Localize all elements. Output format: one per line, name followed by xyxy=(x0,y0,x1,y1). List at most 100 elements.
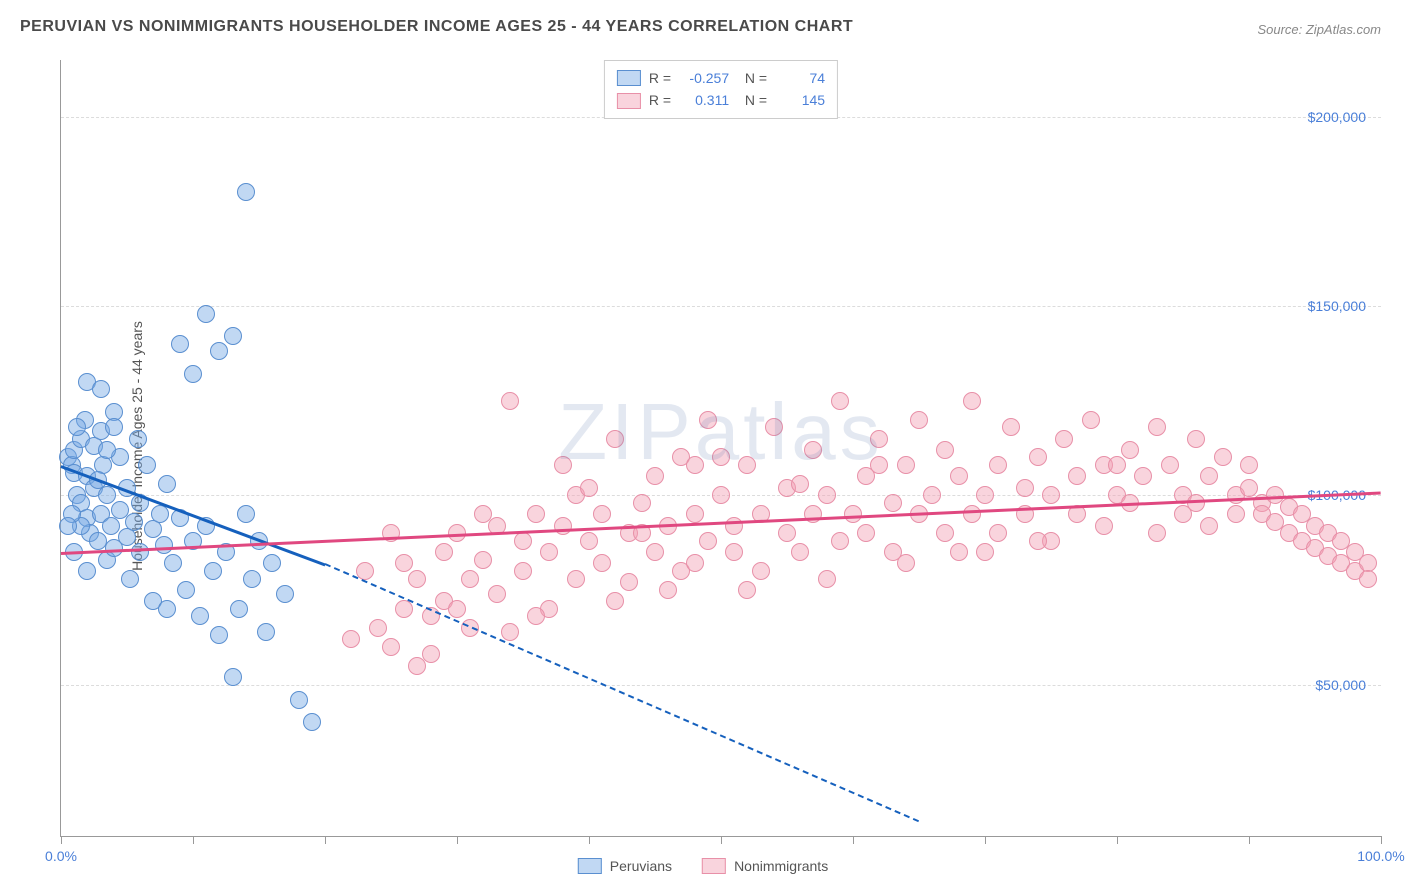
data-point-peruvians xyxy=(158,475,176,493)
data-point-nonimmigrants xyxy=(474,505,492,523)
y-tick-label: $200,000 xyxy=(1308,109,1366,125)
data-point-nonimmigrants xyxy=(712,486,730,504)
data-point-nonimmigrants xyxy=(382,638,400,656)
data-point-nonimmigrants xyxy=(870,430,888,448)
data-point-peruvians xyxy=(243,570,261,588)
data-point-nonimmigrants xyxy=(976,543,994,561)
data-point-nonimmigrants xyxy=(857,524,875,542)
swatch-nonimmigrants xyxy=(617,93,641,109)
data-point-nonimmigrants xyxy=(712,448,730,466)
data-point-nonimmigrants xyxy=(422,645,440,663)
swatch-nonimmigrants xyxy=(702,858,726,874)
data-point-nonimmigrants xyxy=(804,505,822,523)
data-point-peruvians xyxy=(151,505,169,523)
data-point-peruvians xyxy=(164,554,182,572)
data-point-nonimmigrants xyxy=(752,562,770,580)
data-point-nonimmigrants xyxy=(910,411,928,429)
data-point-peruvians xyxy=(290,691,308,709)
data-point-peruvians xyxy=(59,517,77,535)
data-point-nonimmigrants xyxy=(844,505,862,523)
data-point-peruvians xyxy=(191,607,209,625)
data-point-nonimmigrants xyxy=(1187,430,1205,448)
legend-label: Peruvians xyxy=(610,858,672,874)
data-point-nonimmigrants xyxy=(1359,570,1377,588)
data-point-nonimmigrants xyxy=(686,456,704,474)
data-point-nonimmigrants xyxy=(1002,418,1020,436)
x-tick xyxy=(721,836,722,844)
data-point-nonimmigrants xyxy=(699,532,717,550)
x-tick xyxy=(325,836,326,844)
data-point-peruvians xyxy=(155,536,173,554)
data-point-nonimmigrants xyxy=(501,623,519,641)
data-point-nonimmigrants xyxy=(620,573,638,591)
data-point-peruvians xyxy=(303,713,321,731)
data-point-peruvians xyxy=(204,562,222,580)
data-point-peruvians xyxy=(129,430,147,448)
x-tick xyxy=(985,836,986,844)
swatch-peruvians xyxy=(617,70,641,86)
data-point-nonimmigrants xyxy=(1134,467,1152,485)
data-point-peruvians xyxy=(197,305,215,323)
data-point-nonimmigrants xyxy=(738,456,756,474)
x-tick xyxy=(457,836,458,844)
data-point-nonimmigrants xyxy=(488,585,506,603)
chart-title: PERUVIAN VS NONIMMIGRANTS HOUSEHOLDER IN… xyxy=(20,18,853,36)
data-point-peruvians xyxy=(171,335,189,353)
data-point-peruvians xyxy=(210,342,228,360)
r-label: R = xyxy=(649,67,671,89)
data-point-nonimmigrants xyxy=(659,581,677,599)
data-point-nonimmigrants xyxy=(686,505,704,523)
data-point-nonimmigrants xyxy=(1082,411,1100,429)
legend-label: Nonimmigrants xyxy=(734,858,828,874)
source-attribution: Source: ZipAtlas.com xyxy=(1257,22,1381,37)
data-point-nonimmigrants xyxy=(514,532,532,550)
data-point-nonimmigrants xyxy=(686,554,704,572)
y-tick-label: $150,000 xyxy=(1308,298,1366,314)
data-point-nonimmigrants xyxy=(527,505,545,523)
data-point-nonimmigrants xyxy=(593,554,611,572)
data-point-nonimmigrants xyxy=(540,543,558,561)
data-point-nonimmigrants xyxy=(1121,441,1139,459)
data-point-nonimmigrants xyxy=(1055,430,1073,448)
correlation-legend: R = -0.257 N = 74 R = 0.311 N = 145 xyxy=(604,60,838,119)
data-point-nonimmigrants xyxy=(1095,517,1113,535)
data-point-nonimmigrants xyxy=(923,486,941,504)
data-point-nonimmigrants xyxy=(474,551,492,569)
data-point-peruvians xyxy=(257,623,275,641)
data-point-nonimmigrants xyxy=(1148,524,1166,542)
data-point-nonimmigrants xyxy=(1200,517,1218,535)
data-point-peruvians xyxy=(230,600,248,618)
data-point-nonimmigrants xyxy=(1029,448,1047,466)
data-point-nonimmigrants xyxy=(778,524,796,542)
data-point-nonimmigrants xyxy=(1161,456,1179,474)
x-tick xyxy=(853,836,854,844)
data-point-nonimmigrants xyxy=(369,619,387,637)
data-point-nonimmigrants xyxy=(950,543,968,561)
data-point-nonimmigrants xyxy=(514,562,532,580)
data-point-peruvians xyxy=(276,585,294,603)
data-point-nonimmigrants xyxy=(606,430,624,448)
x-tick xyxy=(1117,836,1118,844)
data-point-peruvians xyxy=(263,554,281,572)
data-point-peruvians xyxy=(98,486,116,504)
data-point-nonimmigrants xyxy=(950,467,968,485)
data-point-peruvians xyxy=(68,418,86,436)
data-point-nonimmigrants xyxy=(580,479,598,497)
data-point-nonimmigrants xyxy=(1068,467,1086,485)
x-tick xyxy=(61,836,62,844)
data-point-nonimmigrants xyxy=(725,543,743,561)
data-point-nonimmigrants xyxy=(1042,486,1060,504)
data-point-nonimmigrants xyxy=(1227,505,1245,523)
data-point-peruvians xyxy=(78,562,96,580)
x-tick xyxy=(1381,836,1382,844)
data-point-nonimmigrants xyxy=(738,581,756,599)
data-point-peruvians xyxy=(125,513,143,531)
x-tick xyxy=(193,836,194,844)
data-point-peruvians xyxy=(184,365,202,383)
legend-item-nonimmigrants: Nonimmigrants xyxy=(702,858,828,874)
data-point-nonimmigrants xyxy=(831,392,849,410)
legend-row-peruvians: R = -0.257 N = 74 xyxy=(617,67,825,89)
data-point-nonimmigrants xyxy=(963,505,981,523)
n-label: N = xyxy=(737,67,767,89)
data-point-nonimmigrants xyxy=(1108,456,1126,474)
